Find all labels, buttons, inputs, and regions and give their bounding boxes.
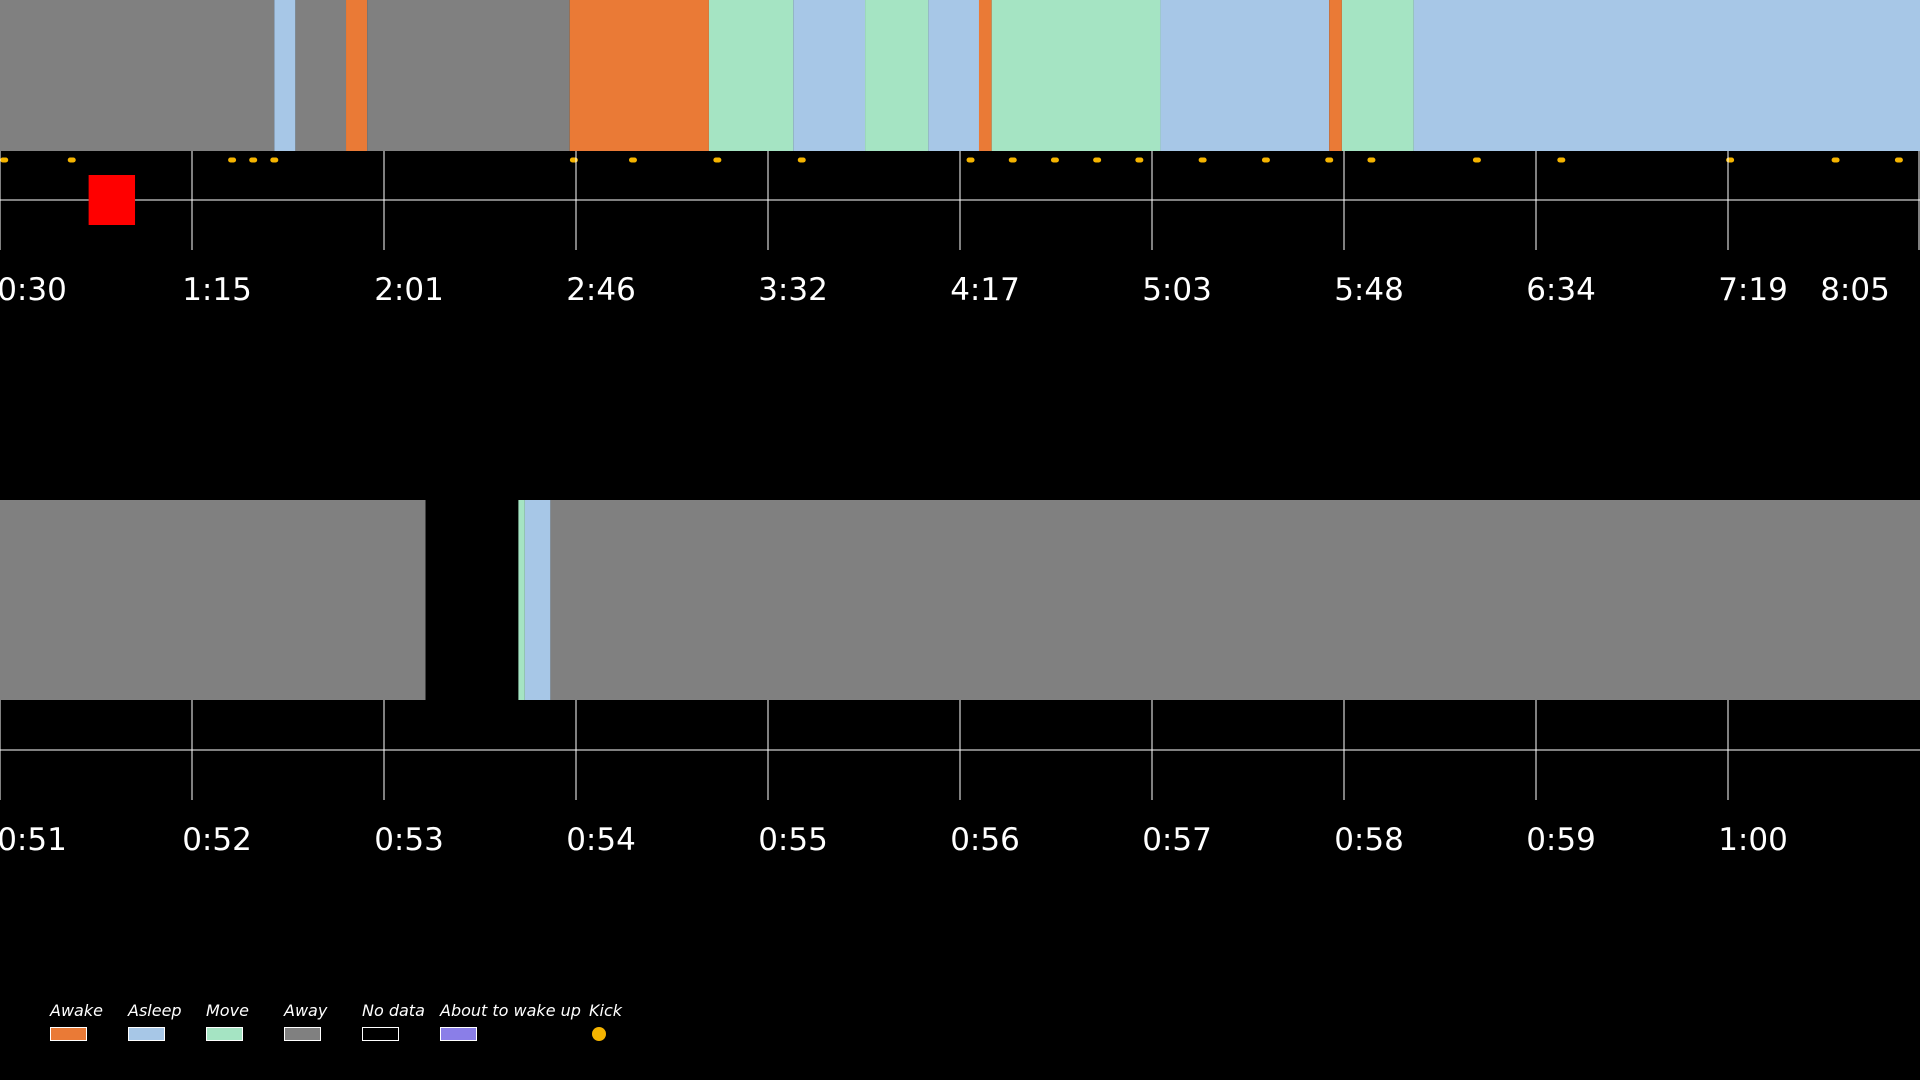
state-segment-asleep xyxy=(274,0,296,151)
kick-dot xyxy=(1557,157,1566,163)
legend-item-about-to-wake-up: About to wake up xyxy=(440,1000,581,1041)
legend-item-asleep: Asleep xyxy=(128,1000,182,1041)
kick-dot xyxy=(966,157,975,163)
legend-label: No data xyxy=(362,1001,425,1020)
legend-label: Awake xyxy=(50,1001,103,1020)
legend-item-move: Move xyxy=(206,1000,249,1041)
legend-label: Kick xyxy=(589,1001,622,1020)
state-segment-no_data xyxy=(425,500,519,700)
kick-dot xyxy=(1093,157,1102,163)
kick-dot xyxy=(228,157,237,163)
kick-dot xyxy=(1831,157,1840,163)
kick-dot xyxy=(797,157,806,163)
axis-tick-label: 5:48 xyxy=(1334,272,1404,308)
legend-item-no-data: No data xyxy=(362,1000,425,1041)
legend-swatch xyxy=(50,1027,87,1041)
kick-dot xyxy=(1894,157,1903,163)
kick-dot xyxy=(1726,157,1735,163)
legend-item-kick: Kick xyxy=(589,1000,622,1041)
legend-item-away: Away xyxy=(284,1000,327,1041)
kick-dot xyxy=(270,157,279,163)
kick-dot xyxy=(1008,157,1017,163)
axis-tick-label: 0:59 xyxy=(1526,822,1596,858)
axis-tick-label: 0:51 xyxy=(0,822,67,858)
legend-swatch xyxy=(592,1027,606,1041)
state-segment-away xyxy=(550,500,1920,700)
state-segment-asleep xyxy=(524,500,551,700)
axis-tick-label: 2:01 xyxy=(374,272,444,308)
current-window-marker[interactable] xyxy=(88,175,136,225)
legend-label: Move xyxy=(206,1001,249,1020)
state-segment-move xyxy=(1341,0,1414,151)
state-segment-asleep xyxy=(1413,0,1920,151)
legend-label: About to wake up xyxy=(440,1001,581,1020)
axis-tick-label: 0:58 xyxy=(1334,822,1404,858)
axis-tick-label: 4:17 xyxy=(950,272,1020,308)
axis-tick-label: 6:34 xyxy=(1526,272,1596,308)
state-segment-asleep xyxy=(793,0,866,151)
state-segment-move xyxy=(865,0,929,151)
kick-dot xyxy=(1135,157,1144,163)
axis-tick-label: 0:53 xyxy=(374,822,444,858)
legend-swatch xyxy=(362,1027,399,1041)
state-segment-move xyxy=(518,500,525,700)
axis-tick-label: 8:05 xyxy=(1820,272,1890,308)
kick-dot xyxy=(1261,157,1270,163)
kick-dot xyxy=(1050,157,1059,163)
state-segment-move xyxy=(708,0,794,151)
state-segment-asleep xyxy=(1160,0,1330,151)
axis-tick-label: 0:52 xyxy=(182,822,252,858)
state-segment-away xyxy=(367,0,570,151)
axis-tick-label: 0:56 xyxy=(950,822,1020,858)
kick-dot xyxy=(1325,157,1334,163)
state-segment-awake xyxy=(346,0,368,151)
state-segment-away xyxy=(295,0,347,151)
kick-dot xyxy=(249,157,258,163)
kick-dot xyxy=(569,157,578,163)
axis-tick-label: 0:30 xyxy=(0,272,67,308)
kick-dot xyxy=(67,157,76,163)
legend-swatch xyxy=(284,1027,321,1041)
overview-timeline-chart: 0:30 1:15 2:01 2:46 3:32 4:17 5:03 5:48 6:34 7:19… xyxy=(0,0,1920,308)
state-segment-asleep xyxy=(928,0,979,151)
axis-tick-label: 3:32 xyxy=(758,272,828,308)
kick-dot xyxy=(1472,157,1481,163)
kick-dot xyxy=(1367,157,1376,163)
kick-dot xyxy=(628,157,637,163)
legend-label: Away xyxy=(284,1001,328,1020)
axis-tick-label: 5:03 xyxy=(1142,272,1212,308)
axis-tick-label: 7:19 xyxy=(1718,272,1788,308)
kick-dot xyxy=(713,157,722,163)
state-segment-away xyxy=(0,500,426,700)
axis-tick-label: 0:55 xyxy=(758,822,828,858)
legend-item-awake: Awake xyxy=(50,1000,103,1041)
axis-tick-label: 0:54 xyxy=(566,822,636,858)
legend-swatch xyxy=(440,1027,477,1041)
legend-swatch xyxy=(128,1027,165,1041)
state-segment-move xyxy=(991,0,1161,151)
axis-tick-label: 1:00 xyxy=(1718,822,1788,858)
state-segment-awake xyxy=(1329,0,1342,151)
state-segment-awake xyxy=(569,0,709,151)
state-segment-awake xyxy=(978,0,992,151)
axis-tick-label: 0:57 xyxy=(1142,822,1212,858)
detail-timeline-chart: 0:51 0:52 0:53 0:54 0:55 0:56 0:57 0:58 0:59 1:00 xyxy=(0,500,1920,858)
legend-swatch xyxy=(206,1027,243,1041)
legend-label: Asleep xyxy=(128,1001,182,1020)
state-segment-away xyxy=(0,0,275,151)
axis-tick-label: 1:15 xyxy=(182,272,252,308)
kick-dot xyxy=(0,157,9,163)
axis-tick-label: 2:46 xyxy=(566,272,636,308)
kick-dot xyxy=(1198,157,1207,163)
